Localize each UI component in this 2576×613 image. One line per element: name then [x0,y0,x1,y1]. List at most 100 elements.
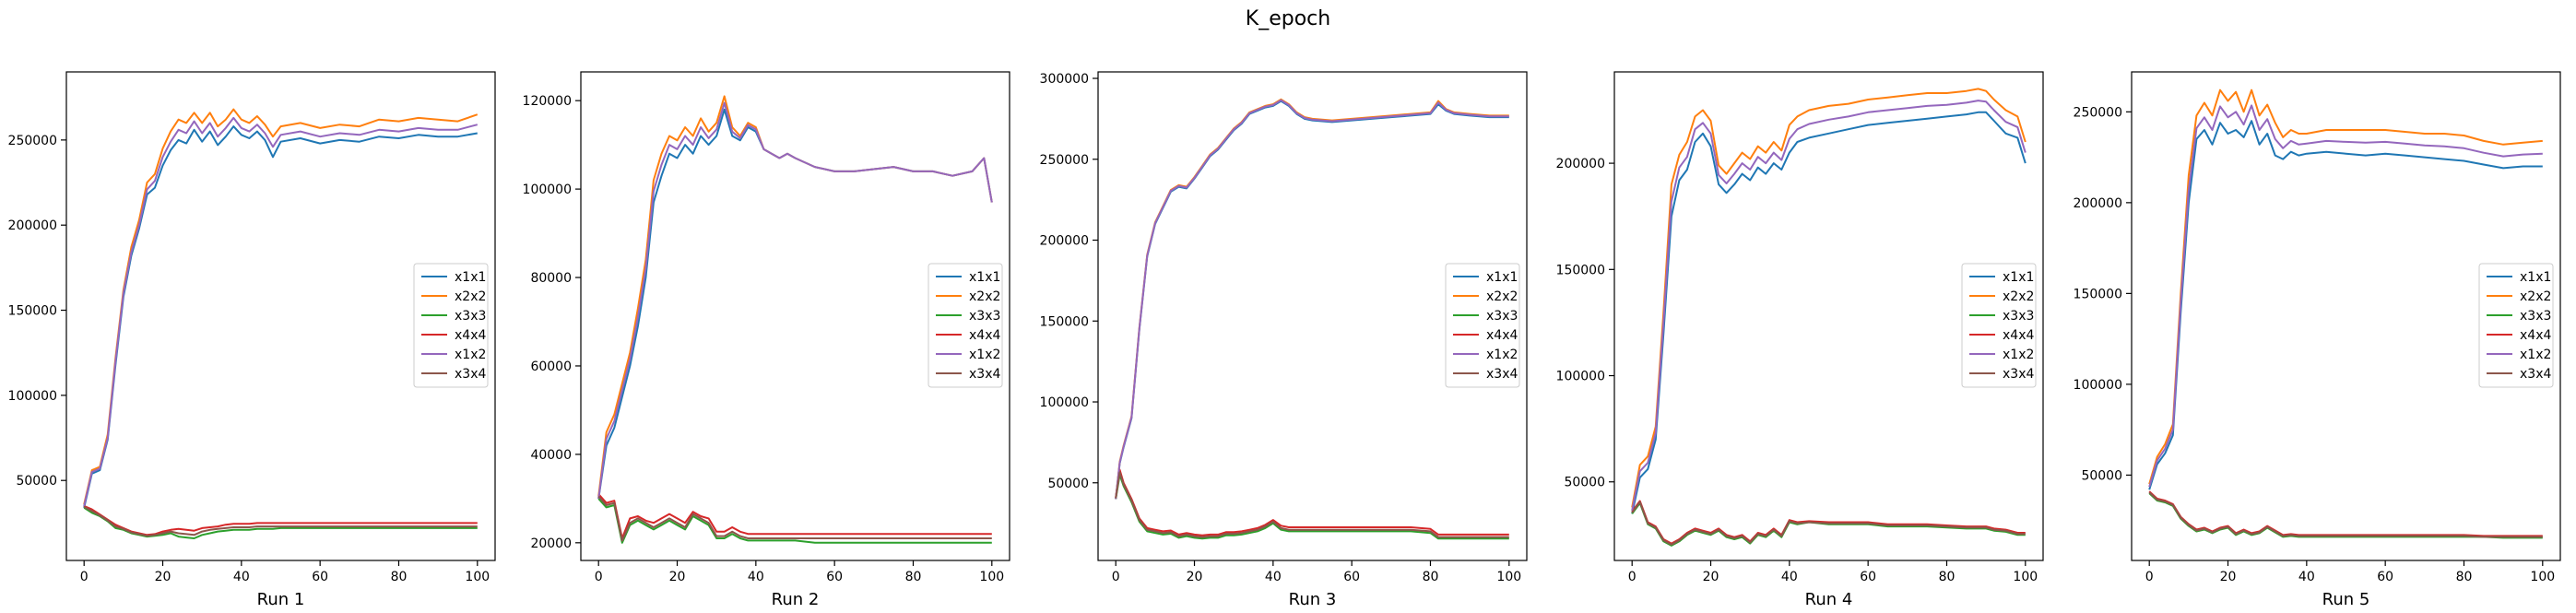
y-tick-label: 150000 [1556,263,1605,277]
legend-label: x4x4 [2520,328,2551,343]
x-axis-label: Run 4 [1805,590,1853,609]
x-tick-label: 60 [1343,570,1360,584]
x-axis-label: Run 3 [1289,590,1337,609]
subplot-4: 0 20 40 60 80 100 50000 100000 150000 200000 Run 4… [1556,71,2044,609]
legend-label: x1x2 [969,348,1000,362]
legend-item-x1x2: x1x2 [1453,348,1518,362]
y-tick-label: 150000 [1040,314,1089,329]
x-tick-label: 0 [80,570,89,584]
legend-label: x2x2 [2003,289,2034,304]
y-tick-label: 120000 [523,94,572,109]
legend-item-x3x3: x3x3 [1969,309,2034,324]
legend-label: x1x2 [2520,348,2551,362]
legend: x1x1 x2x2 x3x3 x4x4 x1x2 x3x4 [1445,263,1520,388]
legend-item-x2x2: x2x2 [2487,289,2551,304]
legend: x1x1 x2x2 x3x3 x4x4 x1x2 x3x4 [1961,263,2037,388]
y-tick-label: 200000 [1040,234,1089,249]
legend-item-x1x1: x1x1 [936,270,1000,285]
series-line-x4x4 [1115,468,1509,536]
y-tick-label: 40000 [530,448,572,463]
y-tick-label: 100000 [8,389,57,404]
legend-label: x4x4 [455,328,486,343]
legend-item-x4x4: x4x4 [2487,328,2551,343]
legend-label: x3x3 [969,309,1000,324]
series-line-x4x4 [597,493,992,539]
legend-item-x4x4: x4x4 [936,328,1000,343]
legend-item-x1x2: x1x2 [1969,348,2034,362]
legend-item-x3x4: x3x4 [1453,367,1518,382]
axes-frame [580,71,1010,561]
x-tick-label: 40 [233,570,250,584]
legend-label: x1x1 [455,270,486,285]
series-line-x3x4 [1115,471,1509,538]
x-tick-label: 80 [2456,570,2473,584]
x-tick-label: 60 [826,570,843,584]
legend-label: x4x4 [2003,328,2034,343]
legend-label: x1x1 [1486,270,1518,285]
x-tick-label: 100 [979,570,1004,584]
y-tick-label: 50000 [2081,468,2122,483]
legend-item-x4x4: x4x4 [1969,328,2034,343]
series-line-x3x4 [83,505,478,537]
legend-item-x1x1: x1x1 [1969,270,2034,285]
x-axis-label: Run 2 [772,590,820,609]
legend-item-x3x4: x3x4 [2487,367,2551,382]
y-tick-label: 100000 [523,183,572,197]
legend-label: x3x4 [2520,367,2551,382]
series-line-x2x2 [2148,88,2543,485]
legend: x1x1 x2x2 x3x3 x4x4 x1x2 x3x4 [2478,263,2554,388]
series-lines [1631,88,2027,547]
x-axis-label: Run 5 [2322,590,2370,609]
legend-label: x2x2 [969,289,1000,304]
y-tick-label: 60000 [530,360,572,374]
x-tick-label: 100 [2530,570,2555,584]
x-tick-label: 0 [2145,570,2154,584]
series-line-x3x4 [597,495,992,542]
legend-item-x1x2: x1x2 [936,348,1000,362]
legend-label: x4x4 [1486,328,1518,343]
x-tick-label: 40 [1781,570,1798,584]
series-line-x1x2 [1115,99,1509,500]
legend-label: x4x4 [969,328,1000,343]
series-line-x1x2 [597,101,993,500]
figure-title: K_epoch [1246,7,1330,30]
legend-label: x2x2 [1486,289,1518,304]
legend-box [2478,263,2554,388]
axes-frame [2131,71,2561,561]
x-tick-label: 80 [905,570,922,584]
y-tick-label: 100000 [1556,370,1605,384]
legend-item-x2x2: x2x2 [1969,289,2034,304]
legend-item-x1x2: x1x2 [421,348,486,362]
legend-label: x1x1 [2520,270,2551,285]
legend-item-x3x4: x3x4 [936,367,1000,382]
series-line-x4x4 [1631,500,2026,545]
legend-label: x1x2 [1486,348,1518,362]
legend-item-x2x2: x2x2 [936,289,1000,304]
x-tick-label: 20 [1187,570,1203,584]
legend-item-x1x2: x1x2 [2487,348,2551,362]
x-tick-label: 100 [1496,570,1521,584]
legend-box [413,263,489,388]
legend-item-x1x1: x1x1 [1453,270,1518,285]
y-tick-label: 50000 [1564,476,1605,490]
x-tick-label: 20 [669,570,686,584]
x-tick-label: 100 [465,570,490,584]
x-tick-label: 0 [595,570,603,584]
legend-item-x3x4: x3x4 [1969,367,2034,382]
y-tick-label: 50000 [1047,477,1089,491]
series-lines [83,108,479,539]
y-tick-label: 80000 [530,271,572,286]
series-line-x4x4 [2148,490,2543,537]
y-tick-label: 250000 [1040,153,1089,168]
legend-label: x2x2 [455,289,486,304]
x-tick-label: 40 [2298,570,2315,584]
legend-label: x1x2 [2003,348,2034,362]
axes-frame [1613,71,2044,561]
series-lines [597,95,993,544]
legend-label: x3x4 [1486,367,1518,382]
legend-item-x3x3: x3x3 [1453,309,1518,324]
legend-box [1445,263,1520,388]
series-line-x3x4 [2148,491,2543,538]
legend-item-x1x1: x1x1 [421,270,486,285]
legend-label: x1x1 [2003,270,2034,285]
